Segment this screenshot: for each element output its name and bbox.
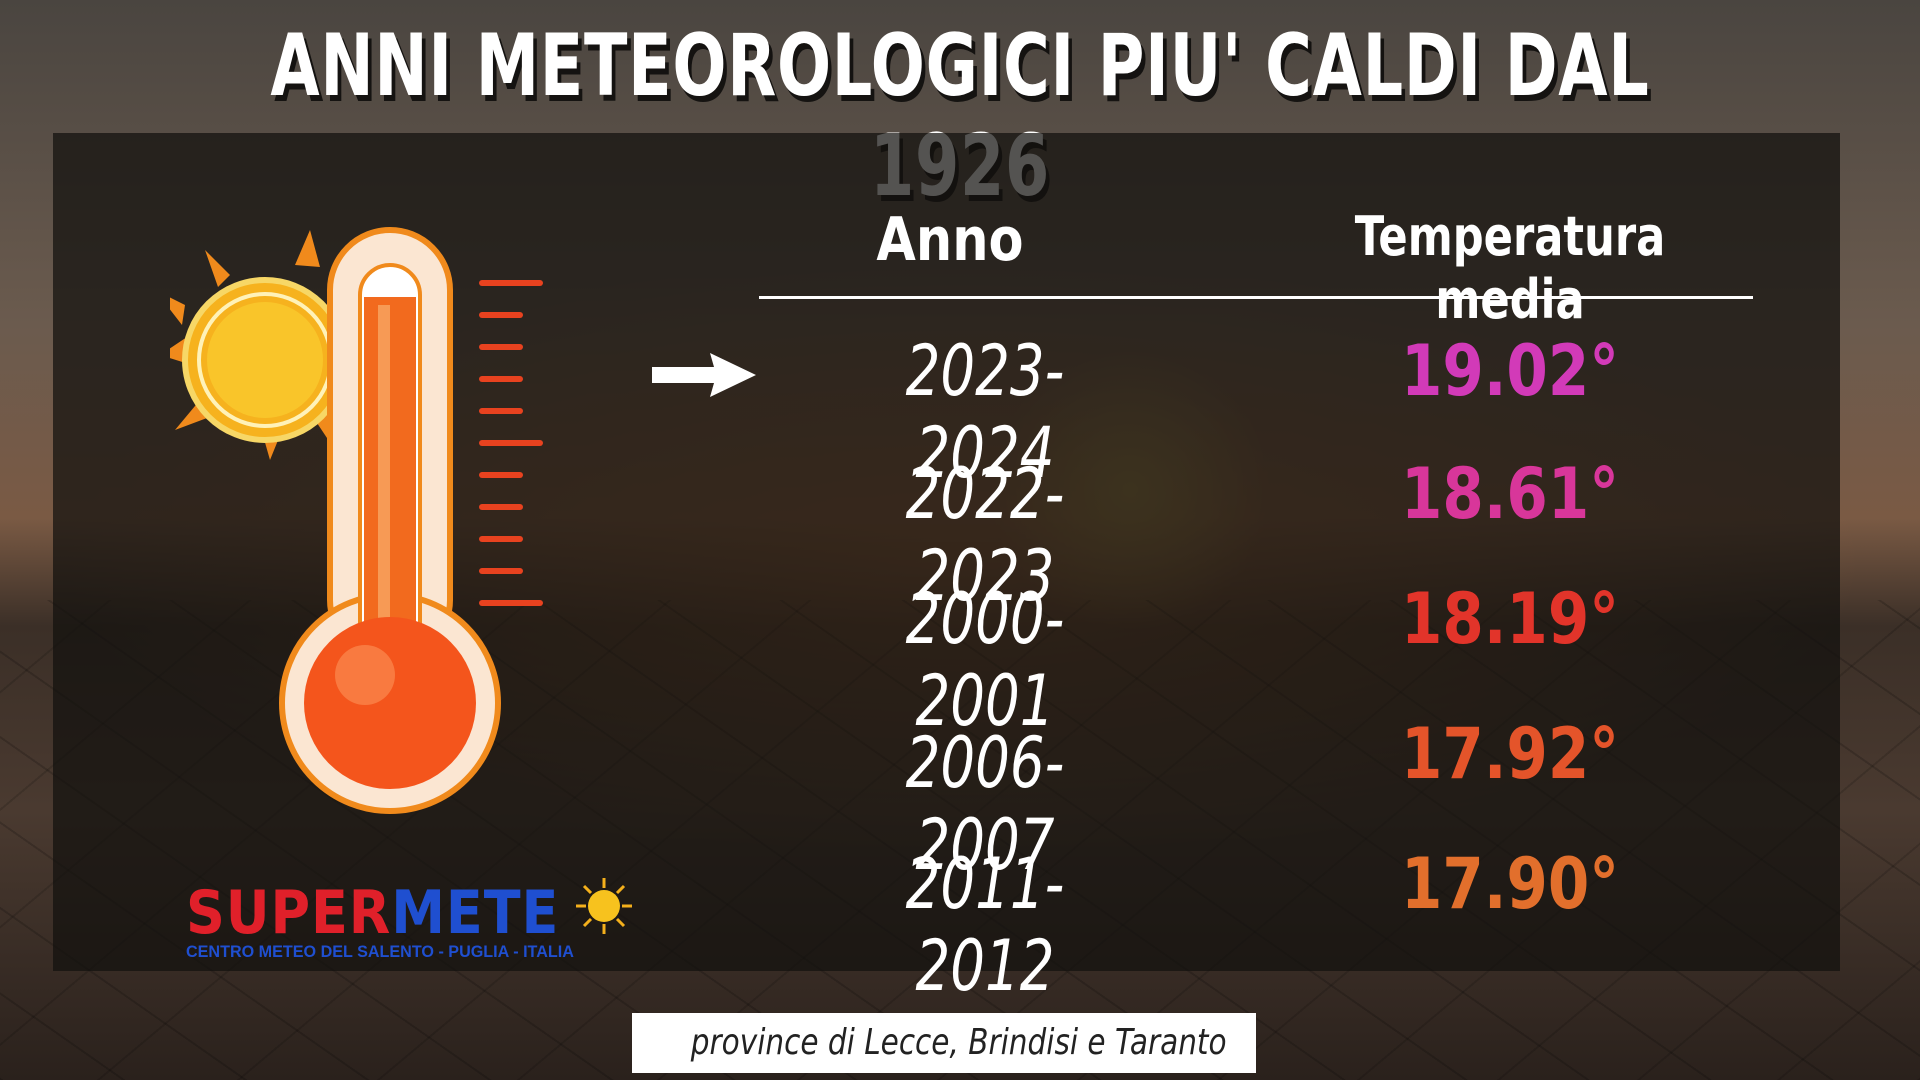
- logo-wordmark: SUPERMETE: [186, 878, 559, 948]
- sun-icon: [576, 878, 632, 934]
- row-temp-4: 17.92°: [1401, 713, 1619, 795]
- thermometer-sun-icon: [170, 227, 543, 814]
- row-temp-2: 18.61°: [1401, 453, 1619, 535]
- column-header-temperatura: Temperatura media: [1354, 205, 1666, 331]
- logo-word-red: SUPER: [186, 878, 392, 948]
- logo-subtitle: CENTRO METEO DEL SALENTO - PUGLIA - ITAL…: [186, 942, 574, 961]
- row-year-3: 2000-2001: [905, 578, 1065, 742]
- supermeteo-logo: SUPERMETE CENTRO METEO DEL SALENTO - PUG…: [186, 878, 632, 970]
- row-year-4: 2006-2007: [905, 722, 1065, 886]
- logo-word-blue: METE: [391, 878, 560, 948]
- column-header-anno: Anno: [876, 205, 1024, 275]
- header-divider: [759, 296, 1753, 299]
- footer-caption: province di Lecce, Brindisi e Taranto: [632, 1013, 1256, 1073]
- footer-caption-text: province di Lecce, Brindisi e Taranto: [690, 1022, 1227, 1063]
- row-temp-3: 18.19°: [1401, 578, 1619, 660]
- row-year-2: 2022-2023: [905, 453, 1065, 617]
- page-title: ANNI METEOROLOGICI PIU' CALDI DAL 1926: [270, 16, 1650, 216]
- row-temp-1: 19.02°: [1401, 330, 1619, 412]
- arrow-right-icon: [652, 353, 756, 397]
- row-year-5: 2011-2012: [905, 843, 1065, 1007]
- row-year-1: 2023-2024: [905, 330, 1065, 494]
- row-temp-5: 17.90°: [1401, 843, 1619, 925]
